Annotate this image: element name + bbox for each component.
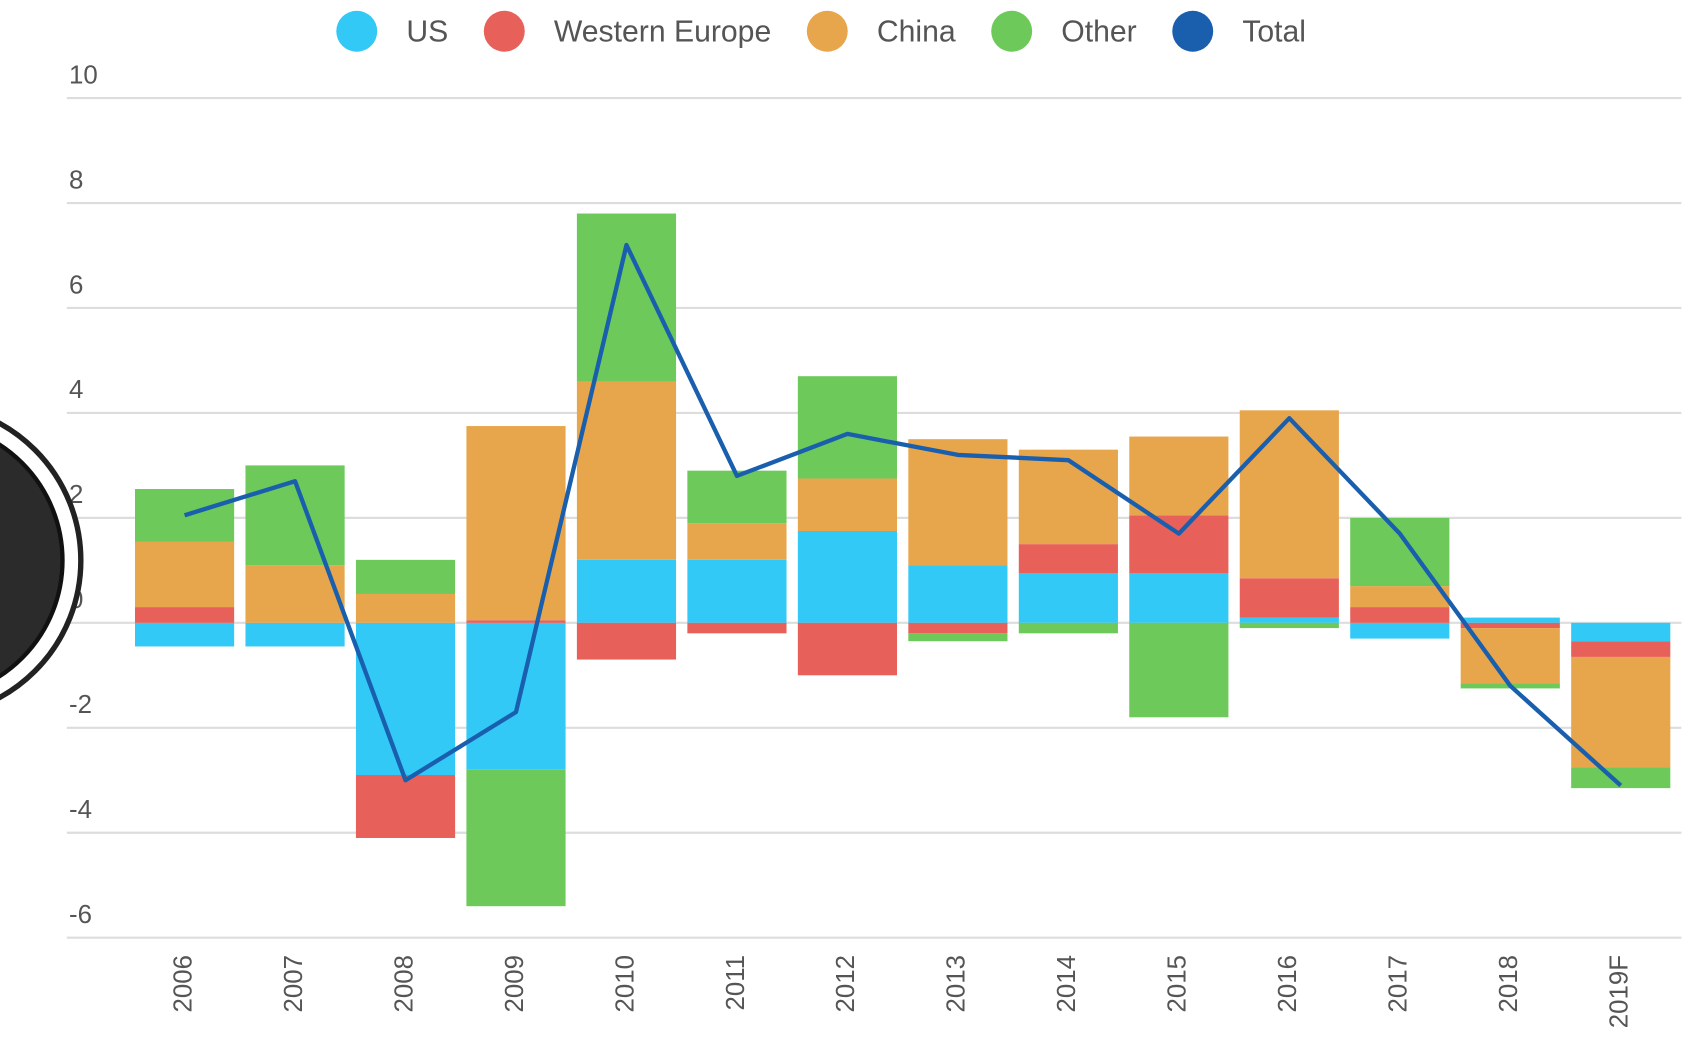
bar-segment [466, 769, 566, 907]
bar-segment [576, 622, 677, 660]
x-tick-label: 2012 [832, 955, 860, 1013]
bar-segment [355, 622, 456, 776]
x-tick-label: 2014 [1053, 955, 1081, 1013]
bar-segment [797, 531, 897, 623]
bar-segment [1239, 622, 1339, 629]
bar-segment [134, 622, 235, 647]
bar-segment [1571, 641, 1671, 657]
x-tick-label: 2008 [390, 955, 418, 1013]
x-tick-label: 2006 [169, 955, 197, 1013]
legend-marker [336, 10, 378, 52]
x-tick-label: 2009 [501, 955, 529, 1013]
bar-segment [687, 622, 787, 634]
bar-segment [1571, 656, 1671, 768]
x-tick-label: 2013 [943, 955, 971, 1013]
x-tick-label: 2011 [722, 955, 750, 1011]
bar-segment [1129, 436, 1229, 516]
bar-segment [908, 439, 1008, 566]
bar-segment [1018, 572, 1118, 623]
bar-segment [1571, 767, 1671, 789]
bar-segment [1018, 544, 1118, 573]
legend-label: Western Europe [554, 15, 771, 48]
y-tick-label: 2 [69, 481, 83, 509]
legend-marker [1172, 10, 1214, 52]
legend-label: Total [1242, 15, 1306, 48]
x-tick-label: 2010 [611, 955, 639, 1013]
legend-marker [483, 10, 525, 52]
bar-segment [1460, 622, 1560, 629]
bar-segment [134, 607, 235, 623]
bar-segment [466, 426, 566, 621]
bar-segment [1239, 617, 1339, 623]
bar-segment [1239, 578, 1339, 618]
bar-segment [1571, 622, 1671, 642]
legend-label: China [877, 15, 956, 48]
y-tick-label: 6 [69, 271, 83, 299]
legend-label: Other [1061, 15, 1136, 48]
bar-segment [134, 541, 235, 608]
y-tick-label: -2 [69, 691, 92, 719]
bar-segment [1129, 572, 1229, 623]
bar-segment [134, 489, 235, 542]
bar-segment [576, 381, 677, 560]
bar-segment [908, 565, 1008, 623]
bar-segment [1350, 517, 1450, 587]
bar-segment [797, 376, 897, 479]
total-line [183, 242, 1623, 788]
bar-segment [355, 593, 456, 623]
bar-segment [1350, 607, 1450, 623]
bar-segment [1350, 586, 1450, 608]
y-tick-label: -4 [69, 796, 92, 824]
y-tick-label: 10 [69, 61, 98, 89]
bar-segment [1350, 622, 1450, 639]
bar-segment [1018, 622, 1118, 634]
bar-segment [1018, 449, 1118, 545]
y-tick-label: -6 [69, 901, 92, 929]
bar-segment [687, 523, 787, 560]
bar-segment [466, 622, 566, 770]
bar-segment [576, 213, 677, 382]
bar-segment [576, 559, 677, 623]
x-tick-label: 2007 [280, 955, 308, 1013]
y-tick-label: 8 [69, 166, 83, 194]
bar-segment [687, 559, 787, 623]
bar-segment [908, 633, 1008, 642]
bar-segment [797, 622, 897, 676]
bar-segment [797, 478, 897, 532]
bar-segment [1129, 622, 1229, 718]
legend-marker [991, 10, 1033, 52]
bar-segment [1460, 617, 1560, 623]
x-tick-label: 2017 [1385, 955, 1413, 1013]
x-tick-label: 2018 [1495, 955, 1523, 1013]
bar-segment [1129, 515, 1229, 573]
bar-segment [466, 620, 566, 623]
bar-segment [355, 775, 456, 838]
legend-marker [806, 10, 848, 52]
plot: -6-4-20246810200620072008200920102011201… [0, 10, 1682, 1028]
bar-segment [355, 559, 456, 594]
bar-segment [908, 622, 1008, 634]
y-tick-label: 4 [69, 376, 83, 404]
x-tick-label: 2016 [1274, 955, 1302, 1013]
bar-segment [687, 470, 787, 524]
x-tick-label: 2015 [1164, 955, 1192, 1013]
overlay-circle-inner [0, 442, 65, 679]
bar-segment [1239, 410, 1339, 579]
bar-segment [245, 622, 345, 647]
legend-label: US [406, 15, 448, 48]
x-tick-label: 2019F [1606, 955, 1634, 1028]
